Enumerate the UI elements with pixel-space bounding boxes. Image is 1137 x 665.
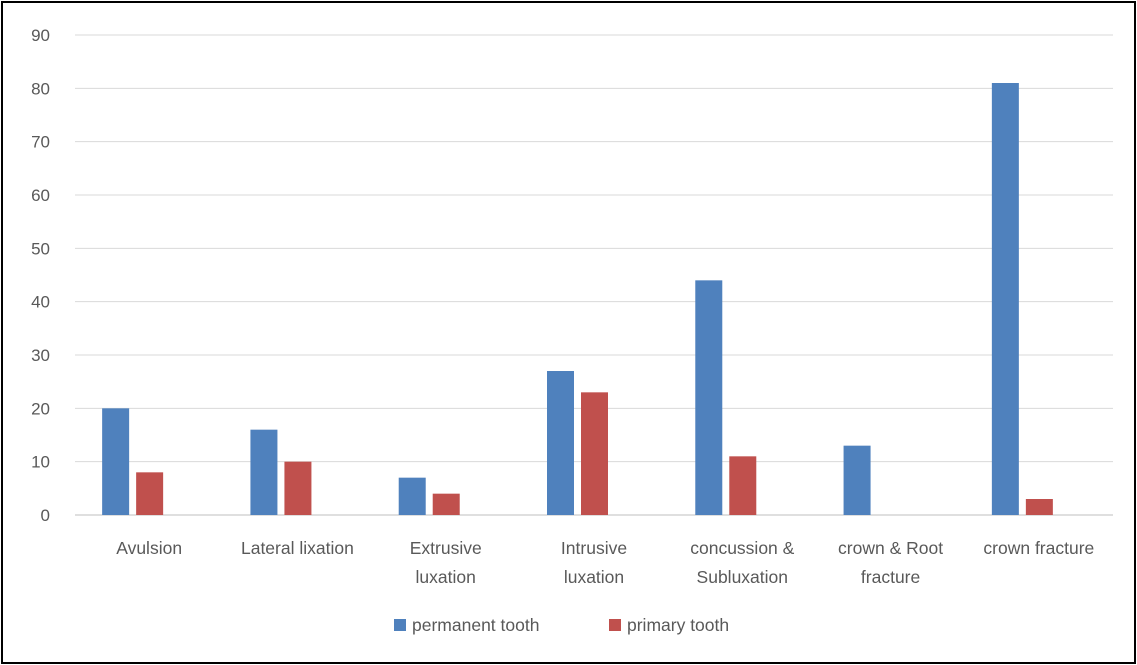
bar-permanent xyxy=(398,477,426,515)
x-category-label: Extrusive luxation xyxy=(410,538,482,587)
bar-permanent xyxy=(843,445,871,515)
bar-permanent xyxy=(695,280,723,515)
bar-primary xyxy=(581,392,608,515)
bar-permanent xyxy=(991,83,1019,515)
bar-primary xyxy=(432,493,460,515)
y-tick-label: 80 xyxy=(31,79,50,98)
legend-swatch xyxy=(609,619,621,631)
x-category-label: concussion & Subluxation xyxy=(690,538,794,587)
legend-label: primary tooth xyxy=(627,615,729,635)
x-category-label-line: Lateral lixation xyxy=(241,538,354,558)
y-tick-label: 20 xyxy=(31,399,50,418)
bar-permanent xyxy=(102,408,130,515)
x-category-label: crown fracture xyxy=(983,538,1094,558)
legend-swatch xyxy=(394,619,406,631)
x-category-label-line: Intrusive xyxy=(561,538,627,558)
bar-primary xyxy=(729,456,757,515)
y-tick-label: 40 xyxy=(31,293,50,312)
bar-primary xyxy=(284,461,312,515)
x-category-label: Intrusive luxation xyxy=(561,538,627,587)
y-tick-label: 30 xyxy=(31,346,50,365)
bar-primary xyxy=(136,472,164,515)
x-category-label-line: crown fracture xyxy=(983,538,1094,558)
bars xyxy=(102,83,1053,515)
x-axis-labels: Avulsion Lateral lixation Extrusive luxatio… xyxy=(116,538,1094,587)
y-tick-label: 60 xyxy=(31,186,50,205)
bar-permanent xyxy=(250,429,278,515)
x-category-label-line: luxation xyxy=(564,567,624,587)
x-category-label-line: Avulsion xyxy=(116,538,182,558)
x-category-label-line: Subluxation xyxy=(697,567,788,587)
x-category-label: Lateral lixation xyxy=(241,538,354,558)
bar-permanent xyxy=(547,371,574,515)
y-tick-label: 90 xyxy=(31,26,50,45)
y-axis-ticks: 0 10 20 30 40 50 60 70 80 90 xyxy=(31,26,50,525)
legend-label: permanent tooth xyxy=(412,615,539,635)
y-tick-label: 10 xyxy=(31,453,50,472)
x-category-label: Avulsion xyxy=(116,538,182,558)
y-tick-label: 0 xyxy=(41,506,50,525)
bar-primary xyxy=(1025,499,1053,515)
x-category-label: crown & Root fracture xyxy=(838,538,943,587)
y-tick-label: 50 xyxy=(31,239,50,258)
x-category-label-line: Extrusive xyxy=(410,538,482,558)
legend: permanent tooth primary tooth xyxy=(394,615,729,635)
y-tick-label: 70 xyxy=(31,133,50,152)
x-category-label-line: fracture xyxy=(861,567,920,587)
x-category-label-line: concussion & xyxy=(690,538,794,558)
gridlines xyxy=(75,34,1113,516)
x-category-label-line: luxation xyxy=(416,567,476,587)
x-category-label-line: crown & Root xyxy=(838,538,943,558)
